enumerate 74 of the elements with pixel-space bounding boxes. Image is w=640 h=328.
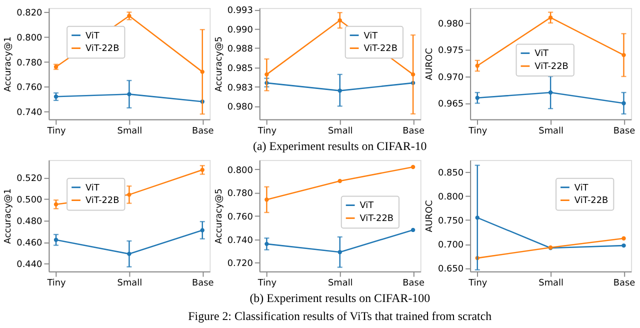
y-axis-title: AUROC <box>425 48 436 80</box>
x-tick-label: Small <box>328 278 353 289</box>
y-axis-title: Accuracy@5 <box>214 188 224 244</box>
y-axis-title: Accuracy@1 <box>4 36 14 92</box>
y-tick-label: 0.740 <box>227 236 254 246</box>
x-tick-label: Tiny <box>256 278 278 289</box>
y-tick-label: 0.800 <box>227 166 254 176</box>
text: (a) Experiment results on CIFAR-10 <box>253 139 427 154</box>
y-tick-label: 0.760 <box>16 83 43 94</box>
legend-label: ViT <box>85 31 100 42</box>
legend-label: ViT <box>534 49 550 60</box>
legend-label: ViT <box>85 183 100 194</box>
x-tick-label: Tiny <box>468 126 488 137</box>
legend-label: ViT <box>574 183 589 194</box>
x-tick-label: Base <box>402 126 425 137</box>
y-tick-label: 0.440 <box>16 260 43 270</box>
legend-label: ViT <box>364 31 378 42</box>
y-tick-label: 0.800 <box>16 34 43 44</box>
x-tick-label: Base <box>192 126 214 137</box>
x-tick-label: Small <box>117 126 142 137</box>
legend-label: ViT-22B <box>364 44 398 54</box>
y-tick-label: 0.820 <box>16 8 43 19</box>
y-tick-label: 0.990 <box>227 25 254 36</box>
x-tick-label: Tiny <box>46 278 67 289</box>
legend-label: ViT-22B <box>360 214 394 224</box>
y-tick-label: 0.965 <box>438 100 464 110</box>
y-tick-label: 0.980 <box>227 102 254 113</box>
y-tick-label: 0.983 <box>227 83 253 94</box>
y-tick-label: 0.970 <box>438 72 464 83</box>
x-tick-label: Small <box>117 278 142 289</box>
legend-label: ViT-22B <box>574 196 608 206</box>
point <box>410 228 416 232</box>
legend-label: ViT-22B <box>534 62 568 72</box>
y-tick-label: 0.700 <box>438 240 464 251</box>
y-tick-label: 0.850 <box>438 168 464 179</box>
y-axis-title: Accuracy@5 <box>214 36 224 92</box>
y-tick-label: 0.760 <box>227 212 254 222</box>
x-tick-label: Base <box>613 126 636 137</box>
y-tick-label: 0.740 <box>16 108 43 118</box>
y-tick-label: 0.985 <box>227 64 253 74</box>
x-tick-label: Small <box>538 126 564 137</box>
y-tick-label: 0.980 <box>438 19 464 30</box>
y-tick-label: 0.988 <box>227 44 254 55</box>
y-tick-label: 0.993 <box>227 6 253 16</box>
caption: Figure 2: Classification results of ViTs that trained from scratch <box>188 309 492 324</box>
y-tick-label: 0.650 <box>438 264 464 275</box>
x-tick-label: Tiny <box>468 278 488 289</box>
y-tick-label: 0.750 <box>438 216 464 227</box>
y-axis-title: Accuracy@1 <box>4 188 14 244</box>
y-tick-label: 0.780 <box>227 189 254 200</box>
legend-label: ViT <box>360 201 374 212</box>
y-tick-label: 0.800 <box>438 192 464 203</box>
x-tick-label: Tiny <box>256 126 278 137</box>
point <box>622 236 626 240</box>
y-tick-label: 0.520 <box>16 174 43 184</box>
x-tick-label: Base <box>613 278 636 289</box>
point <box>622 243 626 248</box>
point <box>338 178 342 184</box>
text: (b) Experiment results on CIFAR-100 <box>250 291 430 306</box>
y-tick-label: 0.480 <box>16 216 43 227</box>
y-tick-label: 0.975 <box>438 46 464 56</box>
legend-label: ViT-22B <box>85 44 120 54</box>
point <box>410 164 416 170</box>
y-tick-label: 0.500 <box>16 195 43 206</box>
y-tick-label: 0.460 <box>16 238 43 249</box>
legend-label: ViT-22B <box>85 196 120 206</box>
x-tick-label: Tiny <box>46 126 67 137</box>
y-tick-label: 0.720 <box>227 259 254 270</box>
x-tick-label: Base <box>402 278 425 289</box>
y-axis-title: AUROC <box>425 200 436 232</box>
x-tick-label: Small <box>538 278 564 289</box>
x-tick-label: Base <box>192 278 214 289</box>
x-tick-label: Small <box>328 126 353 137</box>
y-tick-label: 0.780 <box>16 58 43 68</box>
